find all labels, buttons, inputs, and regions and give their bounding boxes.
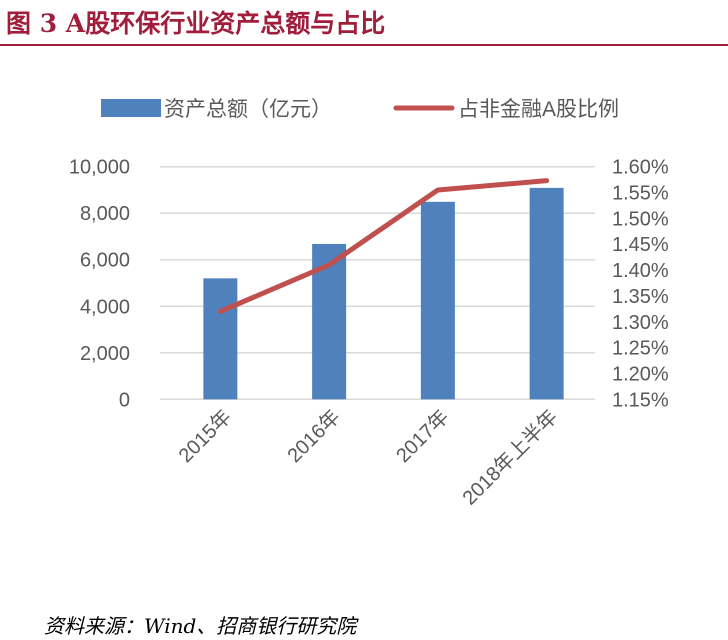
y-right-tick-label: 1.20% <box>612 363 669 385</box>
y-right-tick-label: 1.15% <box>612 389 669 411</box>
y-right-tick-label: 1.45% <box>612 234 669 256</box>
y-right-tick-label: 1.40% <box>612 260 669 282</box>
x-tick-label: 2017年 <box>392 405 454 467</box>
legend-bar-swatch <box>101 99 161 117</box>
y-right-tick-label: 1.55% <box>612 183 669 205</box>
bar <box>203 278 238 400</box>
x-tick-label: 2018年上半年 <box>458 405 562 509</box>
line-series <box>217 178 550 314</box>
bar <box>529 187 564 400</box>
legend-bar-label: 资产总额（亿元） <box>164 98 332 121</box>
title-divider <box>0 44 728 46</box>
x-tick-label: 2015年 <box>174 405 236 467</box>
y-right-tick-label: 1.50% <box>612 208 669 230</box>
y-right-tick-label: 1.35% <box>612 286 669 308</box>
y-left-tick-label: 8,000 <box>80 203 130 225</box>
y-right-tick-label: 1.60% <box>612 157 669 179</box>
y-left-tick-label: 4,000 <box>80 296 130 318</box>
y-right-tick-label: 1.25% <box>612 338 669 360</box>
bar <box>420 201 455 400</box>
y-left-tick-label: 6,000 <box>80 250 130 272</box>
y-left-tick-label: 2,000 <box>80 343 130 365</box>
legend-line-label: 占非金融A股比例 <box>458 98 619 121</box>
x-tick-label: 2016年 <box>283 405 345 467</box>
y-left-tick-label: 10,000 <box>69 157 130 179</box>
y-left-tick-label: 0 <box>119 389 130 411</box>
figure-title: 图 3 A股环保行业资产总额与占比 <box>6 9 386 38</box>
y-right-tick-label: 1.30% <box>612 312 669 334</box>
source-note: 资料来源：Wind、招商银行研究院 <box>44 614 357 638</box>
